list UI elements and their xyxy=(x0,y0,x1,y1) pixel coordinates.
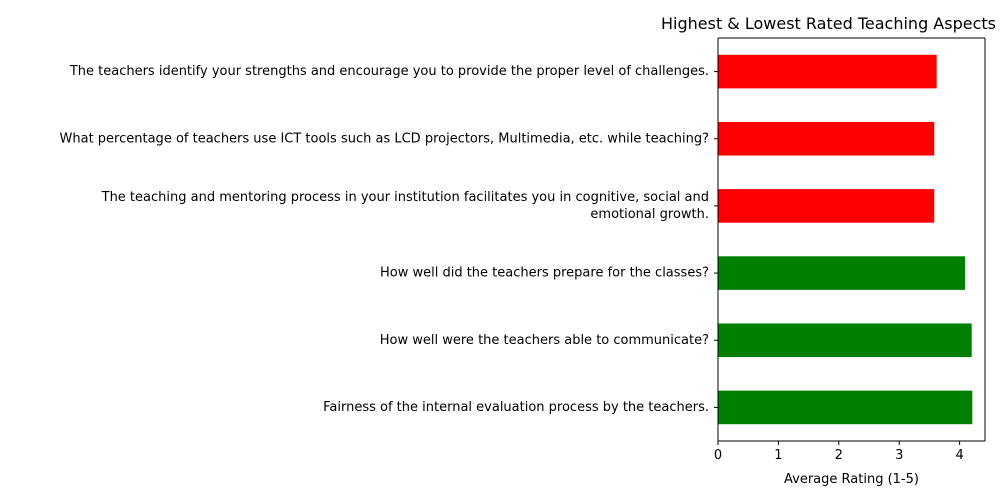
x-axis-ticks: 0 1 2 3 4 xyxy=(714,441,964,463)
x-tick-label: 1 xyxy=(774,448,782,463)
bar xyxy=(718,54,937,89)
y-axis-ticks: The teachers identify your strengths and… xyxy=(60,64,718,415)
x-tick-label: 3 xyxy=(895,448,903,463)
bars-layer xyxy=(718,54,973,425)
y-tick-label: The teachers identify your strengths and… xyxy=(69,64,709,79)
x-tick-label: 4 xyxy=(955,448,963,463)
y-tick-label: How well were the teachers able to commu… xyxy=(380,333,709,348)
x-tick-label: 0 xyxy=(714,448,722,463)
y-tick-label: Fairness of the internal evaluation proc… xyxy=(323,400,709,415)
chart-title: Highest & Lowest Rated Teaching Aspects xyxy=(661,14,996,33)
bar xyxy=(718,256,966,290)
y-tick-label: What percentage of teachers use ICT tool… xyxy=(60,131,709,146)
bar xyxy=(718,390,973,425)
y-tick-label: emotional growth. xyxy=(590,207,709,222)
bar xyxy=(718,323,972,358)
bar xyxy=(718,189,935,223)
bar xyxy=(718,121,935,156)
y-tick-label: The teaching and mentoring process in yo… xyxy=(101,190,709,205)
y-tick-label: How well did the teachers prepare for th… xyxy=(380,266,709,281)
x-axis-label: Average Rating (1-5) xyxy=(784,472,919,487)
x-tick-label: 2 xyxy=(835,448,843,463)
